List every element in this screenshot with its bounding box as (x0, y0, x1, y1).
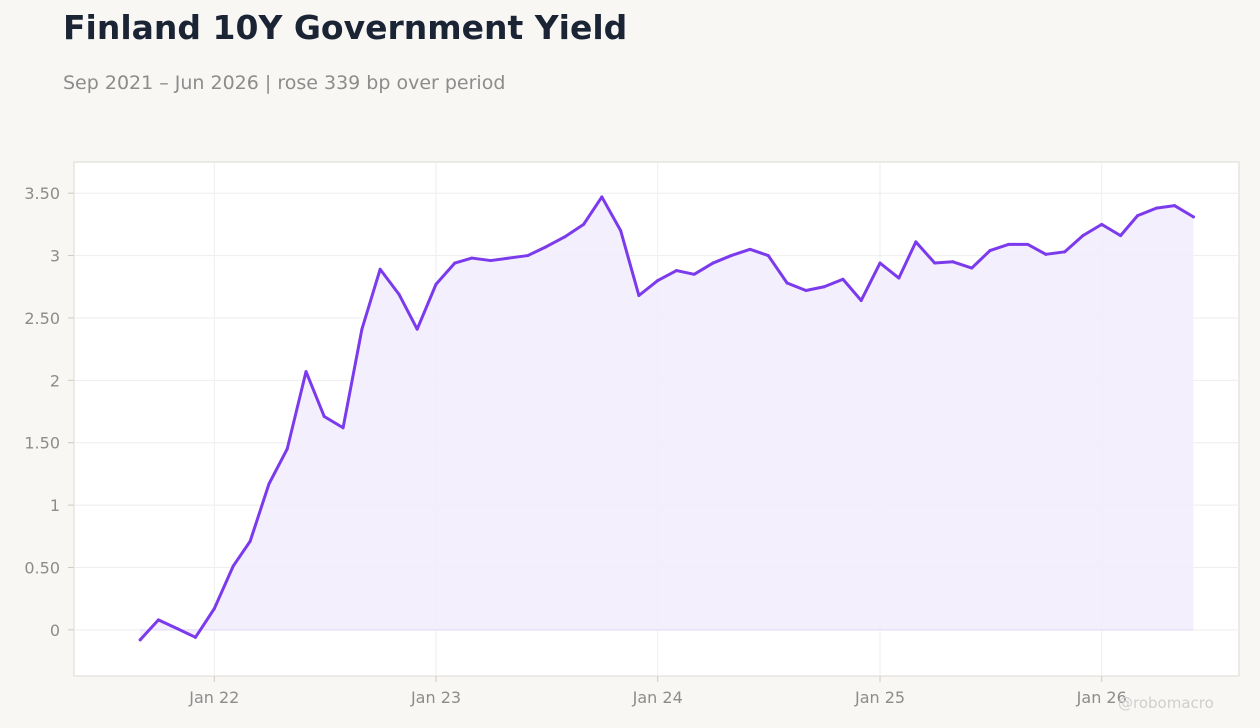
data-point (822, 285, 826, 289)
data-point (859, 298, 863, 302)
data-point (563, 235, 567, 239)
data-point (267, 482, 271, 486)
data-point (248, 539, 252, 543)
data-point (637, 293, 641, 297)
data-point (656, 279, 660, 283)
data-point (748, 247, 752, 251)
chart-title: Finland 10Y Government Yield (63, 8, 628, 47)
data-point (675, 269, 679, 273)
data-point (878, 261, 882, 265)
data-point (1007, 242, 1011, 246)
chart-subtitle: Sep 2021 – Jun 2026 | rose 339 bp over p… (63, 72, 506, 94)
y-tick-label: 3 (50, 247, 60, 266)
x-tick-label: Jan 26 (1076, 688, 1127, 707)
data-point (711, 261, 715, 265)
data-point (322, 415, 326, 419)
data-point (841, 277, 845, 281)
data-point (470, 256, 474, 260)
data-point (212, 607, 216, 611)
data-point (804, 289, 808, 292)
data-point (1119, 234, 1123, 238)
data-point (897, 276, 901, 280)
y-tick-label: 0.50 (24, 558, 60, 577)
data-point (600, 195, 604, 199)
data-point (193, 635, 197, 639)
data-point (507, 256, 511, 260)
data-point (692, 272, 696, 276)
data-point (951, 260, 955, 264)
data-point (933, 261, 937, 265)
data-point (785, 281, 789, 285)
data-point (914, 240, 918, 244)
y-tick-label: 1 (50, 496, 60, 515)
x-tick-label: Jan 24 (632, 688, 683, 707)
data-point (285, 447, 289, 451)
y-axis-ticks: 0 0.50 1 1.50 2 2.50 3 3.50 (24, 184, 74, 640)
data-point (138, 638, 142, 642)
y-tick-label: 2.50 (24, 309, 60, 328)
x-tick-label: Jan 23 (410, 688, 461, 707)
data-point (582, 222, 586, 226)
data-point (766, 254, 770, 258)
data-point (453, 261, 457, 265)
y-tick-label: 1.50 (24, 434, 60, 453)
data-point (304, 370, 308, 374)
data-point (231, 564, 235, 568)
data-point (1173, 204, 1177, 208)
data-point (1026, 242, 1030, 246)
data-point (544, 245, 548, 249)
y-tick-label: 2 (50, 371, 60, 390)
data-point (1191, 215, 1195, 219)
x-axis-ticks: Jan 22 Jan 23 Jan 24 Jan 25 Jan 26 (188, 676, 1127, 707)
x-tick-label: Jan 22 (188, 688, 239, 707)
y-tick-label: 3.50 (24, 184, 60, 203)
yield-line (138, 195, 1195, 642)
watermark: @robomacro (1118, 694, 1214, 712)
yield-area-fill (140, 196, 1194, 640)
data-point (1081, 234, 1085, 238)
data-point (1100, 222, 1104, 226)
data-point (489, 259, 493, 263)
data-point (970, 266, 974, 270)
data-points (138, 195, 1195, 642)
data-point (378, 267, 382, 271)
data-point (619, 229, 623, 233)
data-point (1154, 206, 1158, 210)
data-point (156, 618, 160, 622)
data-point (415, 327, 419, 331)
data-point (1136, 214, 1140, 218)
data-point (360, 327, 364, 331)
data-point (175, 627, 179, 631)
x-tick-label: Jan 25 (854, 688, 905, 707)
data-point (988, 249, 992, 253)
data-point (341, 426, 345, 430)
data-point (397, 292, 401, 296)
data-point (1063, 250, 1067, 254)
data-point (434, 282, 438, 286)
y-tick-label: 0 (50, 621, 60, 640)
data-point (1044, 252, 1048, 256)
data-point (526, 254, 530, 258)
data-point (729, 254, 733, 258)
